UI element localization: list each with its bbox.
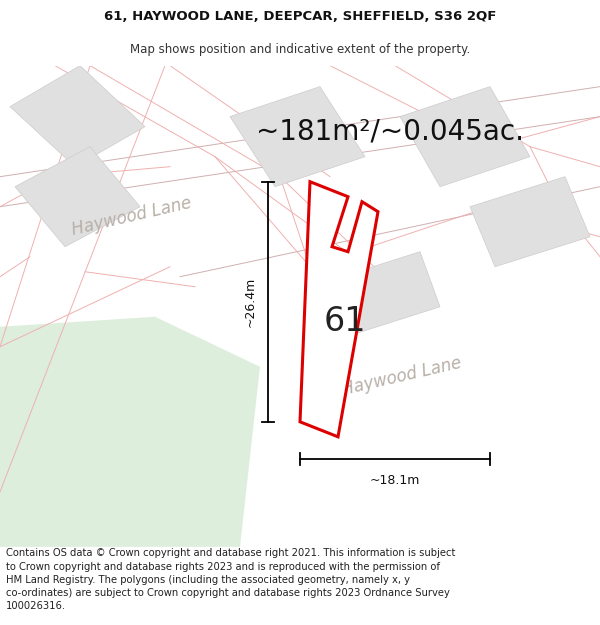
Polygon shape — [400, 87, 530, 187]
Text: 61: 61 — [324, 305, 366, 338]
Polygon shape — [470, 177, 590, 267]
Polygon shape — [310, 252, 440, 342]
Text: Haywood Lane: Haywood Lane — [340, 354, 463, 399]
Polygon shape — [300, 182, 378, 437]
Text: ~18.1m: ~18.1m — [370, 474, 420, 488]
Polygon shape — [15, 147, 140, 247]
Polygon shape — [10, 66, 145, 167]
Text: Contains OS data © Crown copyright and database right 2021. This information is : Contains OS data © Crown copyright and d… — [6, 549, 455, 611]
Text: ~26.4m: ~26.4m — [244, 277, 257, 327]
Polygon shape — [230, 87, 365, 187]
Text: Map shows position and indicative extent of the property.: Map shows position and indicative extent… — [130, 42, 470, 56]
Text: 61, HAYWOOD LANE, DEEPCAR, SHEFFIELD, S36 2QF: 61, HAYWOOD LANE, DEEPCAR, SHEFFIELD, S3… — [104, 10, 496, 23]
Text: ~181m²/~0.045ac.: ~181m²/~0.045ac. — [256, 118, 524, 146]
Text: Haywood Lane: Haywood Lane — [70, 194, 193, 239]
Polygon shape — [0, 317, 260, 547]
